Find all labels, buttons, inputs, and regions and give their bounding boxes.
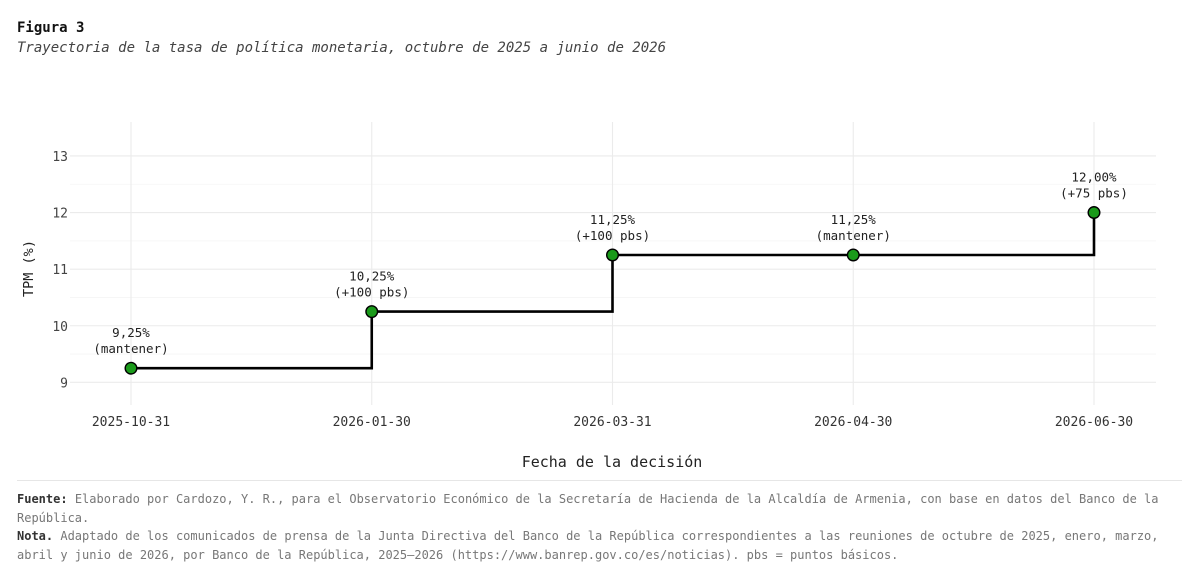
data-label-change: (mantener) — [93, 341, 168, 356]
data-label-value: 11,25% — [590, 212, 636, 227]
label-layer: 9,25%(mantener)10,25%(+100 pbs)11,25%(+1… — [93, 170, 1128, 357]
axis-layer: 9 10 11 12 13 2025-10-31 2026-01-30 2026-03-31 2… — [21, 150, 1133, 471]
line-layer — [131, 212, 1096, 370]
y-tick-label: 10 — [52, 320, 68, 335]
y-tick-label: 12 — [52, 207, 68, 222]
y-tick-label: 9 — [60, 376, 68, 391]
y-tick-label: 11 — [52, 263, 68, 278]
data-point — [1087, 206, 1101, 220]
note-text: Adaptado de los comunicados de prensa de… — [17, 529, 1159, 562]
x-tick-label: 2025-10-31 — [92, 415, 170, 430]
figure-notes: Fuente: Elaborado por Cardozo, Y. R., pa… — [17, 490, 1182, 564]
data-point — [846, 248, 860, 262]
data-label-change: (+100 pbs) — [334, 285, 409, 300]
general-note: Nota. Adaptado de los comunicados de pre… — [17, 527, 1182, 564]
source-text: Elaborado por Cardozo, Y. R., para el Ob… — [17, 492, 1159, 525]
x-tick-label: 2026-06-30 — [1055, 415, 1133, 430]
figure-title: Trayectoria de la tasa de política monet… — [17, 40, 667, 56]
data-label-change: (mantener) — [816, 228, 891, 243]
note-label: Nota. — [17, 529, 54, 543]
data-label-change: (+100 pbs) — [575, 228, 650, 243]
data-label-value: 12,00% — [1071, 170, 1117, 185]
x-axis-title: Fecha de la decisión — [522, 453, 703, 471]
series-step-line — [131, 212, 1096, 370]
data-label-value: 10,25% — [349, 269, 395, 284]
data-point — [365, 305, 379, 319]
x-tick-label: 2026-01-30 — [333, 415, 411, 430]
data-point — [124, 361, 138, 375]
data-label-value: 9,25% — [112, 325, 150, 340]
step-line-chart: 9,25%(mantener)10,25%(+100 pbs)11,25%(+1… — [21, 122, 1156, 471]
notes-divider — [17, 480, 1182, 481]
data-label-value: 11,25% — [831, 212, 877, 227]
data-point — [606, 248, 620, 262]
figure-label: Figura 3 — [17, 20, 85, 36]
y-tick-label: 13 — [52, 150, 68, 165]
point-layer — [124, 206, 1101, 375]
y-axis-title: TPM (%) — [21, 240, 37, 297]
source-note: Fuente: Elaborado por Cardozo, Y. R., pa… — [17, 490, 1182, 527]
x-tick-label: 2026-03-31 — [573, 415, 651, 430]
source-label: Fuente: — [17, 492, 68, 506]
data-label-change: (+75 pbs) — [1060, 186, 1128, 201]
x-tick-label: 2026-04-30 — [814, 415, 892, 430]
